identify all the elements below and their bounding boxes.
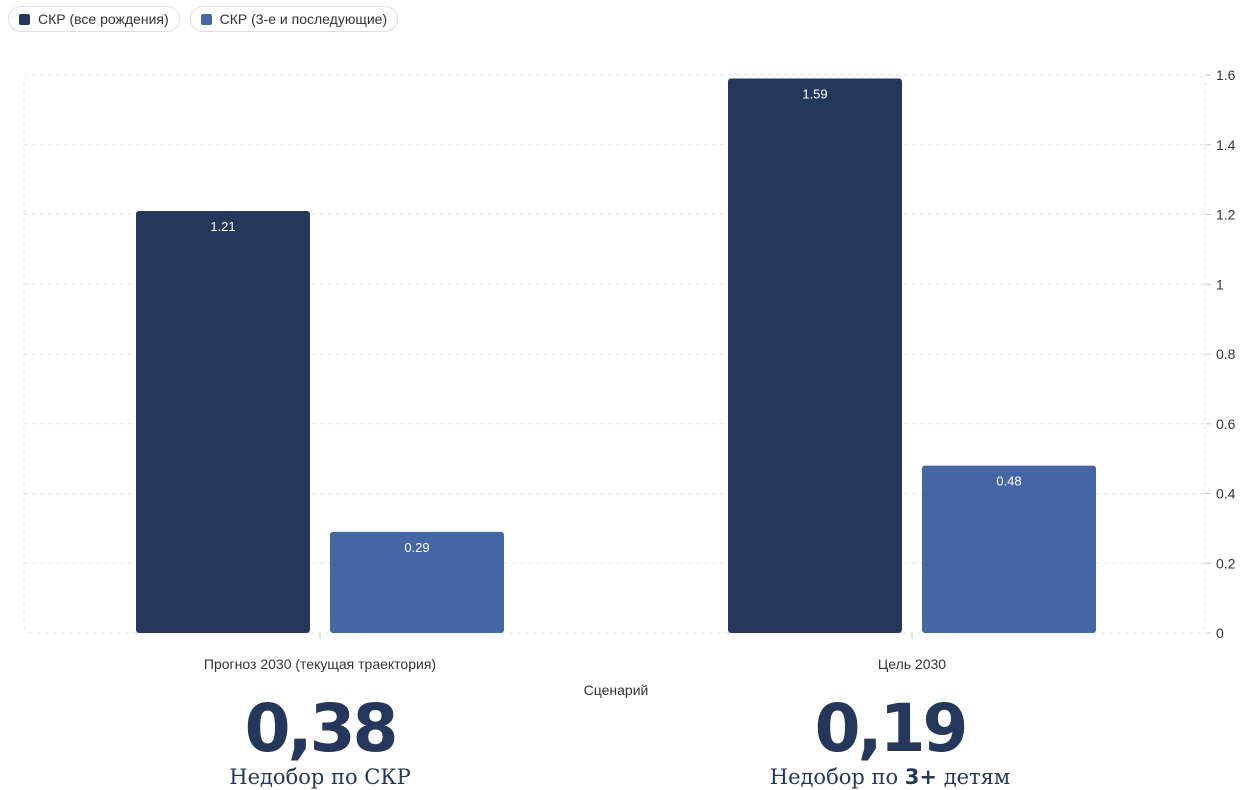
y-tick-label: 1.2 <box>1216 207 1236 223</box>
legend-swatch-all-births <box>19 13 30 25</box>
legend-swatch-third-plus <box>200 13 212 25</box>
legend-label-third-plus: СКР (3-е и последующие) <box>219 11 388 27</box>
x-tick-label: Прогноз 2030 (текущая траектория) <box>204 656 436 672</box>
legend-label-all-births: СКР (все рождения) <box>38 11 169 27</box>
y-tick-label: 0 <box>1216 625 1224 641</box>
bar[interactable] <box>136 211 310 633</box>
kpi-third-plus-caption-after: детям <box>937 765 1011 789</box>
kpi-tfr-gap: 0,38 Недобор по СКР <box>170 694 470 790</box>
legend: СКР (все рождения) СКР (3-е и последующи… <box>8 6 399 32</box>
kpi-third-plus-gap: 0,19 Недобор по 3+ детям <box>740 694 1040 790</box>
bar[interactable] <box>922 465 1096 633</box>
bar-data-label: 0.48 <box>996 474 1021 489</box>
bar[interactable] <box>728 78 902 634</box>
bar[interactable] <box>330 531 504 633</box>
y-tick-label: 0.2 <box>1216 555 1236 571</box>
kpi-third-plus-caption-strong: 3+ <box>904 765 938 789</box>
kpi-tfr-gap-caption: Недобор по СКР <box>229 765 411 789</box>
y-tick-label: 1.6 <box>1216 67 1236 83</box>
y-tick-label: 1 <box>1216 276 1224 292</box>
bar-data-label: 1.21 <box>210 219 235 234</box>
x-tick-label: Цель 2030 <box>878 656 946 672</box>
x-axis-title: Сценарий <box>584 682 649 698</box>
bar-data-label: 0.29 <box>404 540 429 555</box>
y-tick-label: 1.4 <box>1216 137 1236 153</box>
legend-item-third-plus[interactable]: СКР (3-е и последующие) <box>189 6 399 32</box>
kpi-third-plus-gap-value: 0,19 <box>814 690 969 767</box>
bar-chart: 0 0.2 0.4 0.6 0.8 1 1.2 1.4 1.6 1.21 0.29 Прогноз 2… <box>23 67 1236 698</box>
kpi-tfr-gap-value: 0,38 <box>244 690 399 767</box>
y-tick-label: 0.6 <box>1216 416 1236 432</box>
bar-data-label: 1.59 <box>802 86 827 101</box>
kpi-third-plus-gap-caption: Недобор по 3+ детям <box>740 764 1040 790</box>
y-tick-label: 0.8 <box>1216 346 1236 362</box>
y-tick-label: 0.4 <box>1216 486 1236 502</box>
kpi-third-plus-caption-before: Недобор по <box>769 765 905 789</box>
legend-item-all-births[interactable]: СКР (все рождения) <box>8 6 180 32</box>
